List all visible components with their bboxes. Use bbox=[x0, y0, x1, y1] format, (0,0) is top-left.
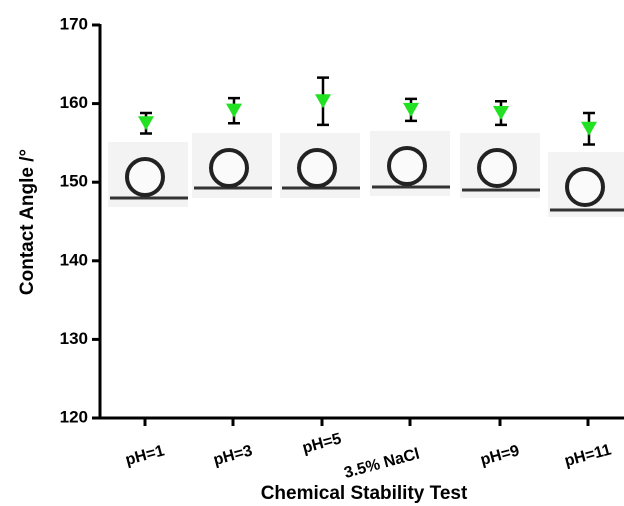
marker bbox=[226, 103, 242, 118]
x-axis-title: Chemical Stability Test bbox=[261, 483, 468, 504]
marker bbox=[315, 94, 331, 109]
y-tick-label: 130 bbox=[60, 329, 88, 348]
droplet bbox=[209, 148, 249, 188]
x-tick-label: pH=3 bbox=[212, 442, 255, 469]
droplet bbox=[565, 167, 605, 207]
x-tick-label: pH=5 bbox=[301, 430, 344, 457]
droplet bbox=[297, 148, 337, 188]
y-axis-title: Contact Angle /° bbox=[17, 149, 38, 295]
y-tick-label: 150 bbox=[60, 172, 88, 191]
droplet bbox=[125, 157, 165, 197]
droplet bbox=[477, 148, 517, 188]
y-tick-label: 140 bbox=[60, 250, 88, 269]
x-tick-label: pH=9 bbox=[479, 442, 522, 469]
marker bbox=[138, 116, 154, 131]
marker bbox=[493, 106, 509, 121]
x-tick-label: pH=1 bbox=[124, 442, 167, 469]
y-tick-label: 160 bbox=[60, 93, 88, 112]
y-tick-label: 120 bbox=[60, 407, 88, 426]
droplet bbox=[387, 146, 427, 186]
marker bbox=[581, 121, 597, 136]
marker bbox=[403, 102, 419, 117]
x-tick-label: 3.5% NaCl bbox=[342, 446, 421, 482]
x-tick-label: pH=11 bbox=[563, 441, 613, 470]
y-tick-label: 170 bbox=[60, 14, 88, 33]
